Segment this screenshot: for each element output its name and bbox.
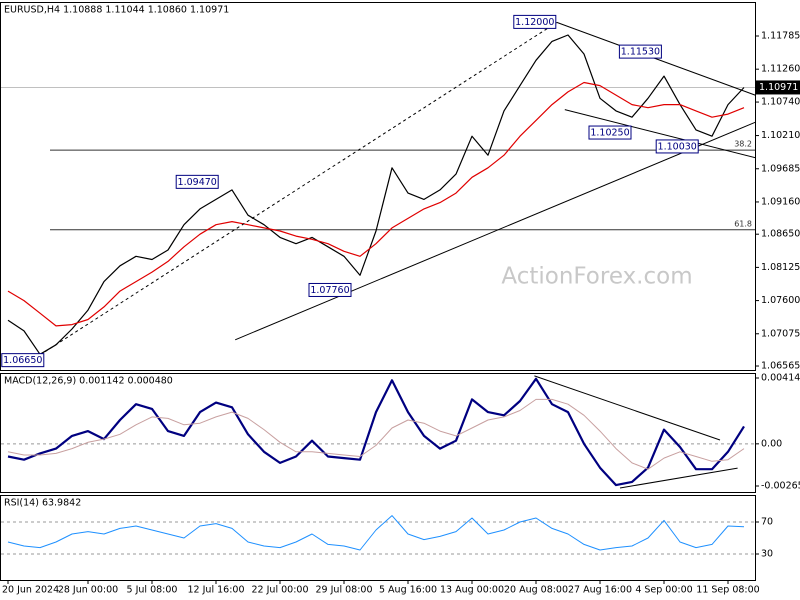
panel-frame <box>0 495 756 581</box>
y-tick-label: -0.002656 <box>761 481 800 492</box>
price-label: 1.11530 <box>621 47 660 58</box>
price-label-box <box>513 14 557 29</box>
y-tick-label: 1.11785 <box>761 30 800 41</box>
x-tick-label: 4 Sep 00:00 <box>635 585 692 596</box>
x-tick-label: 27 Aug 16:00 <box>568 585 632 596</box>
x-tick-label: 20 Aug 08:00 <box>504 585 568 596</box>
panel-plot <box>1 375 755 489</box>
trendline <box>534 375 721 441</box>
y-tick-label: 30 <box>761 549 773 560</box>
price-label: 1.12000 <box>515 17 554 28</box>
panel-plot: 38.2 61.8 ActionForex.com 1.12000 1.11530 1.1… <box>1 14 755 368</box>
x-tick-label: 22 Jul 00:00 <box>252 585 309 596</box>
panel-title: EURUSD,H4 1.10888 1.11044 1.10860 1.1097… <box>4 5 229 16</box>
x-tick-label: 11 Sep 08:00 <box>696 585 759 596</box>
price-label-box <box>1 353 45 368</box>
x-tick-label: 5 Aug 16:00 <box>379 585 437 596</box>
y-tick-label: 1.08125 <box>761 262 800 273</box>
x-tick-label: 5 Jul 08:00 <box>127 585 178 596</box>
last-price-label: 1.10971 <box>759 82 798 93</box>
price-label-box <box>308 282 352 297</box>
price-label-box <box>175 174 219 189</box>
x-tick-label: 20 Jun 2024 <box>2 585 59 596</box>
panel-title: RSI(14) 63.9842 <box>4 498 81 509</box>
fib-label: 61.8 <box>734 219 752 228</box>
y-tick-label: 1.07075 <box>761 328 800 339</box>
x-tick-label: 12 Jul 16:00 <box>188 585 245 596</box>
price-label: 1.10250 <box>590 128 629 139</box>
price-label-box <box>655 139 699 154</box>
y-tick-label: 1.10740 <box>761 97 800 108</box>
y-tick-label: 1.10210 <box>761 130 800 141</box>
fib-label: 38.2 <box>734 140 752 149</box>
y-tick-label: 1.11260 <box>761 64 800 75</box>
panel-frame <box>0 373 756 493</box>
watermark: ActionForex.com <box>501 264 692 290</box>
trendline <box>235 121 755 341</box>
series-line <box>7 81 745 327</box>
price-label: 1.06650 <box>3 355 42 366</box>
price-label-box <box>588 125 632 140</box>
last-price-box <box>756 80 800 95</box>
series-line <box>7 377 745 487</box>
y-tick-label: 1.08650 <box>761 229 800 240</box>
x-tick-label: 13 Aug 00:00 <box>440 585 504 596</box>
series-line <box>7 515 745 551</box>
y-tick-label: 1.09160 <box>761 196 800 207</box>
series-line <box>7 398 745 470</box>
y-tick-label: 1.09685 <box>761 163 800 174</box>
trendline <box>564 109 755 159</box>
trendline <box>556 21 755 96</box>
y-tick-label: 0.00 <box>761 438 782 449</box>
y-tick-label: 0.004148 <box>761 373 800 384</box>
y-tick-label: 1.06565 <box>761 361 800 372</box>
trendline <box>619 467 738 489</box>
panel-frame <box>0 2 756 371</box>
series-line <box>7 34 745 355</box>
price-label: 1.09470 <box>178 177 217 188</box>
price-label: 1.10030 <box>658 141 697 152</box>
trendline <box>39 21 558 356</box>
panel-plot <box>1 515 755 555</box>
price-label-box <box>618 44 662 59</box>
panel-title: MACD(12,26,9) 0.001142 0.000480 <box>4 376 173 387</box>
x-tick-label: 28 Jun 00:00 <box>58 585 118 596</box>
price-label: 1.07760 <box>310 285 349 296</box>
y-tick-label: 70 <box>761 517 773 528</box>
y-tick-label: 1.07600 <box>761 295 800 306</box>
x-tick-label: 29 Jul 08:00 <box>316 585 373 596</box>
